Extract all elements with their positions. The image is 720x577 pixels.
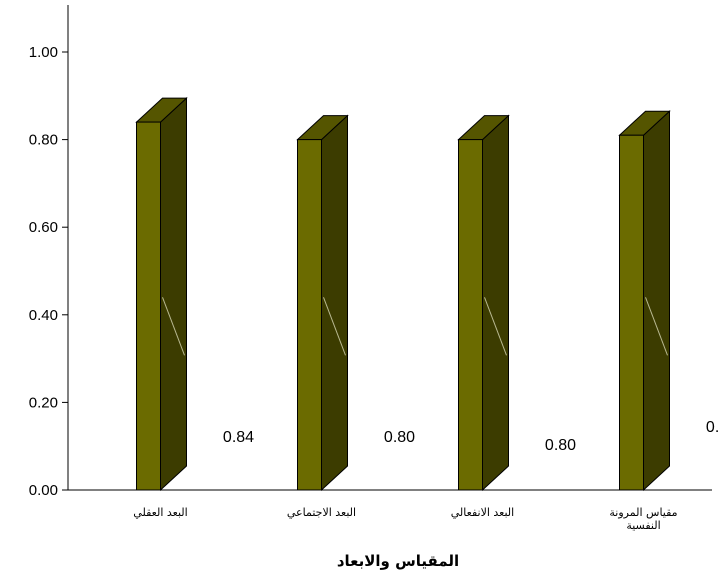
bar-sheen (645, 297, 668, 356)
bar-sheen (484, 297, 507, 356)
y-axis: 0.00 0.20 0.40 0.60 0.80 1.00 (29, 5, 69, 499)
x-tick-label: البعد الانفعالي (451, 506, 514, 519)
data-label: 0.84 (223, 429, 254, 446)
x-tick-label: البعد العقلي (133, 506, 187, 519)
bar-front-face (297, 139, 322, 491)
bar-front-face (136, 121, 161, 491)
bar-side-face (160, 96, 187, 492)
y-tick-label: 0.40 (29, 307, 58, 324)
bar-sheen (323, 297, 346, 356)
x-tick-label: البعد الاجتماعي (287, 506, 356, 519)
y-tick-label: 0.60 (29, 219, 58, 236)
bar-side-face (643, 110, 670, 492)
bar (457, 114, 510, 492)
y-tick-label: 0.80 (29, 132, 58, 149)
bar-front-face (458, 139, 483, 491)
bar (296, 114, 349, 492)
bar (135, 96, 188, 492)
y-tick-label: 0.00 (29, 482, 58, 499)
data-labels: 0.84 0.80 0.80 0.81 (223, 419, 720, 454)
bar (618, 110, 671, 492)
x-axis: البعد العقلي البعد الاجتماعي البعد الانفعا… (68, 489, 712, 532)
y-tick-label: 1.00 (29, 44, 58, 61)
x-tick-label: النفسية (626, 519, 660, 532)
data-label: 0.81 (706, 419, 720, 436)
bar-sheen (162, 297, 185, 356)
data-label: 0.80 (384, 429, 415, 446)
x-tick-label: مقياس المرونة (609, 506, 677, 519)
x-axis-title: المقياس والابعاد (337, 552, 459, 570)
data-label: 0.80 (545, 437, 576, 454)
bar-front-face (619, 134, 644, 491)
bars (135, 96, 671, 492)
y-tick-label: 0.20 (29, 394, 58, 411)
